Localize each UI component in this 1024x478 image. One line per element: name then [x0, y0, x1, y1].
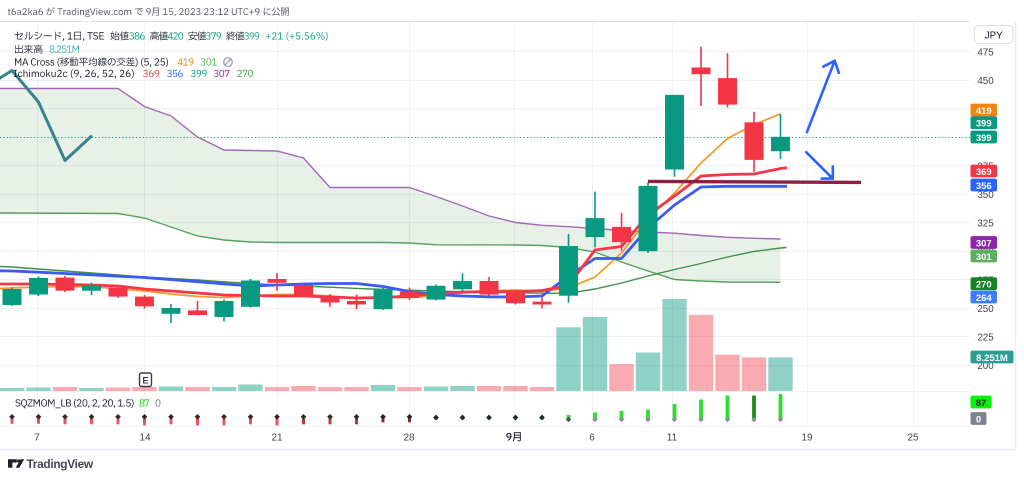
svg-text:TradingView: TradingView	[27, 457, 94, 471]
svg-text:475: 475	[977, 48, 994, 59]
svg-text:301: 301	[976, 252, 993, 263]
svg-text:11: 11	[667, 433, 678, 444]
svg-text:21: 21	[271, 433, 283, 444]
svg-text:25: 25	[907, 433, 919, 444]
svg-text:JPY: JPY	[985, 31, 1003, 42]
svg-text:0: 0	[976, 414, 981, 425]
svg-text:225: 225	[977, 333, 994, 344]
svg-text:6: 6	[589, 433, 595, 444]
svg-text:7: 7	[34, 433, 40, 444]
svg-text:399: 399	[976, 119, 992, 130]
svg-text:200: 200	[977, 361, 994, 372]
svg-text:250: 250	[977, 304, 994, 315]
svg-text:450: 450	[977, 76, 994, 87]
svg-text:19: 19	[801, 433, 813, 444]
svg-text:350: 350	[977, 190, 994, 201]
svg-text:28: 28	[403, 433, 415, 444]
svg-text:14: 14	[139, 433, 151, 444]
svg-text:264: 264	[976, 293, 993, 304]
svg-text:E: E	[142, 375, 148, 386]
svg-text:399: 399	[976, 133, 992, 144]
svg-text:325: 325	[977, 219, 994, 230]
svg-text:270: 270	[976, 280, 992, 291]
svg-text:369: 369	[976, 167, 992, 178]
svg-text:307: 307	[976, 238, 992, 249]
svg-text:419: 419	[976, 106, 992, 117]
svg-text:8.251M: 8.251M	[976, 353, 1008, 364]
svg-text:356: 356	[976, 181, 992, 192]
svg-text:87: 87	[976, 398, 987, 409]
